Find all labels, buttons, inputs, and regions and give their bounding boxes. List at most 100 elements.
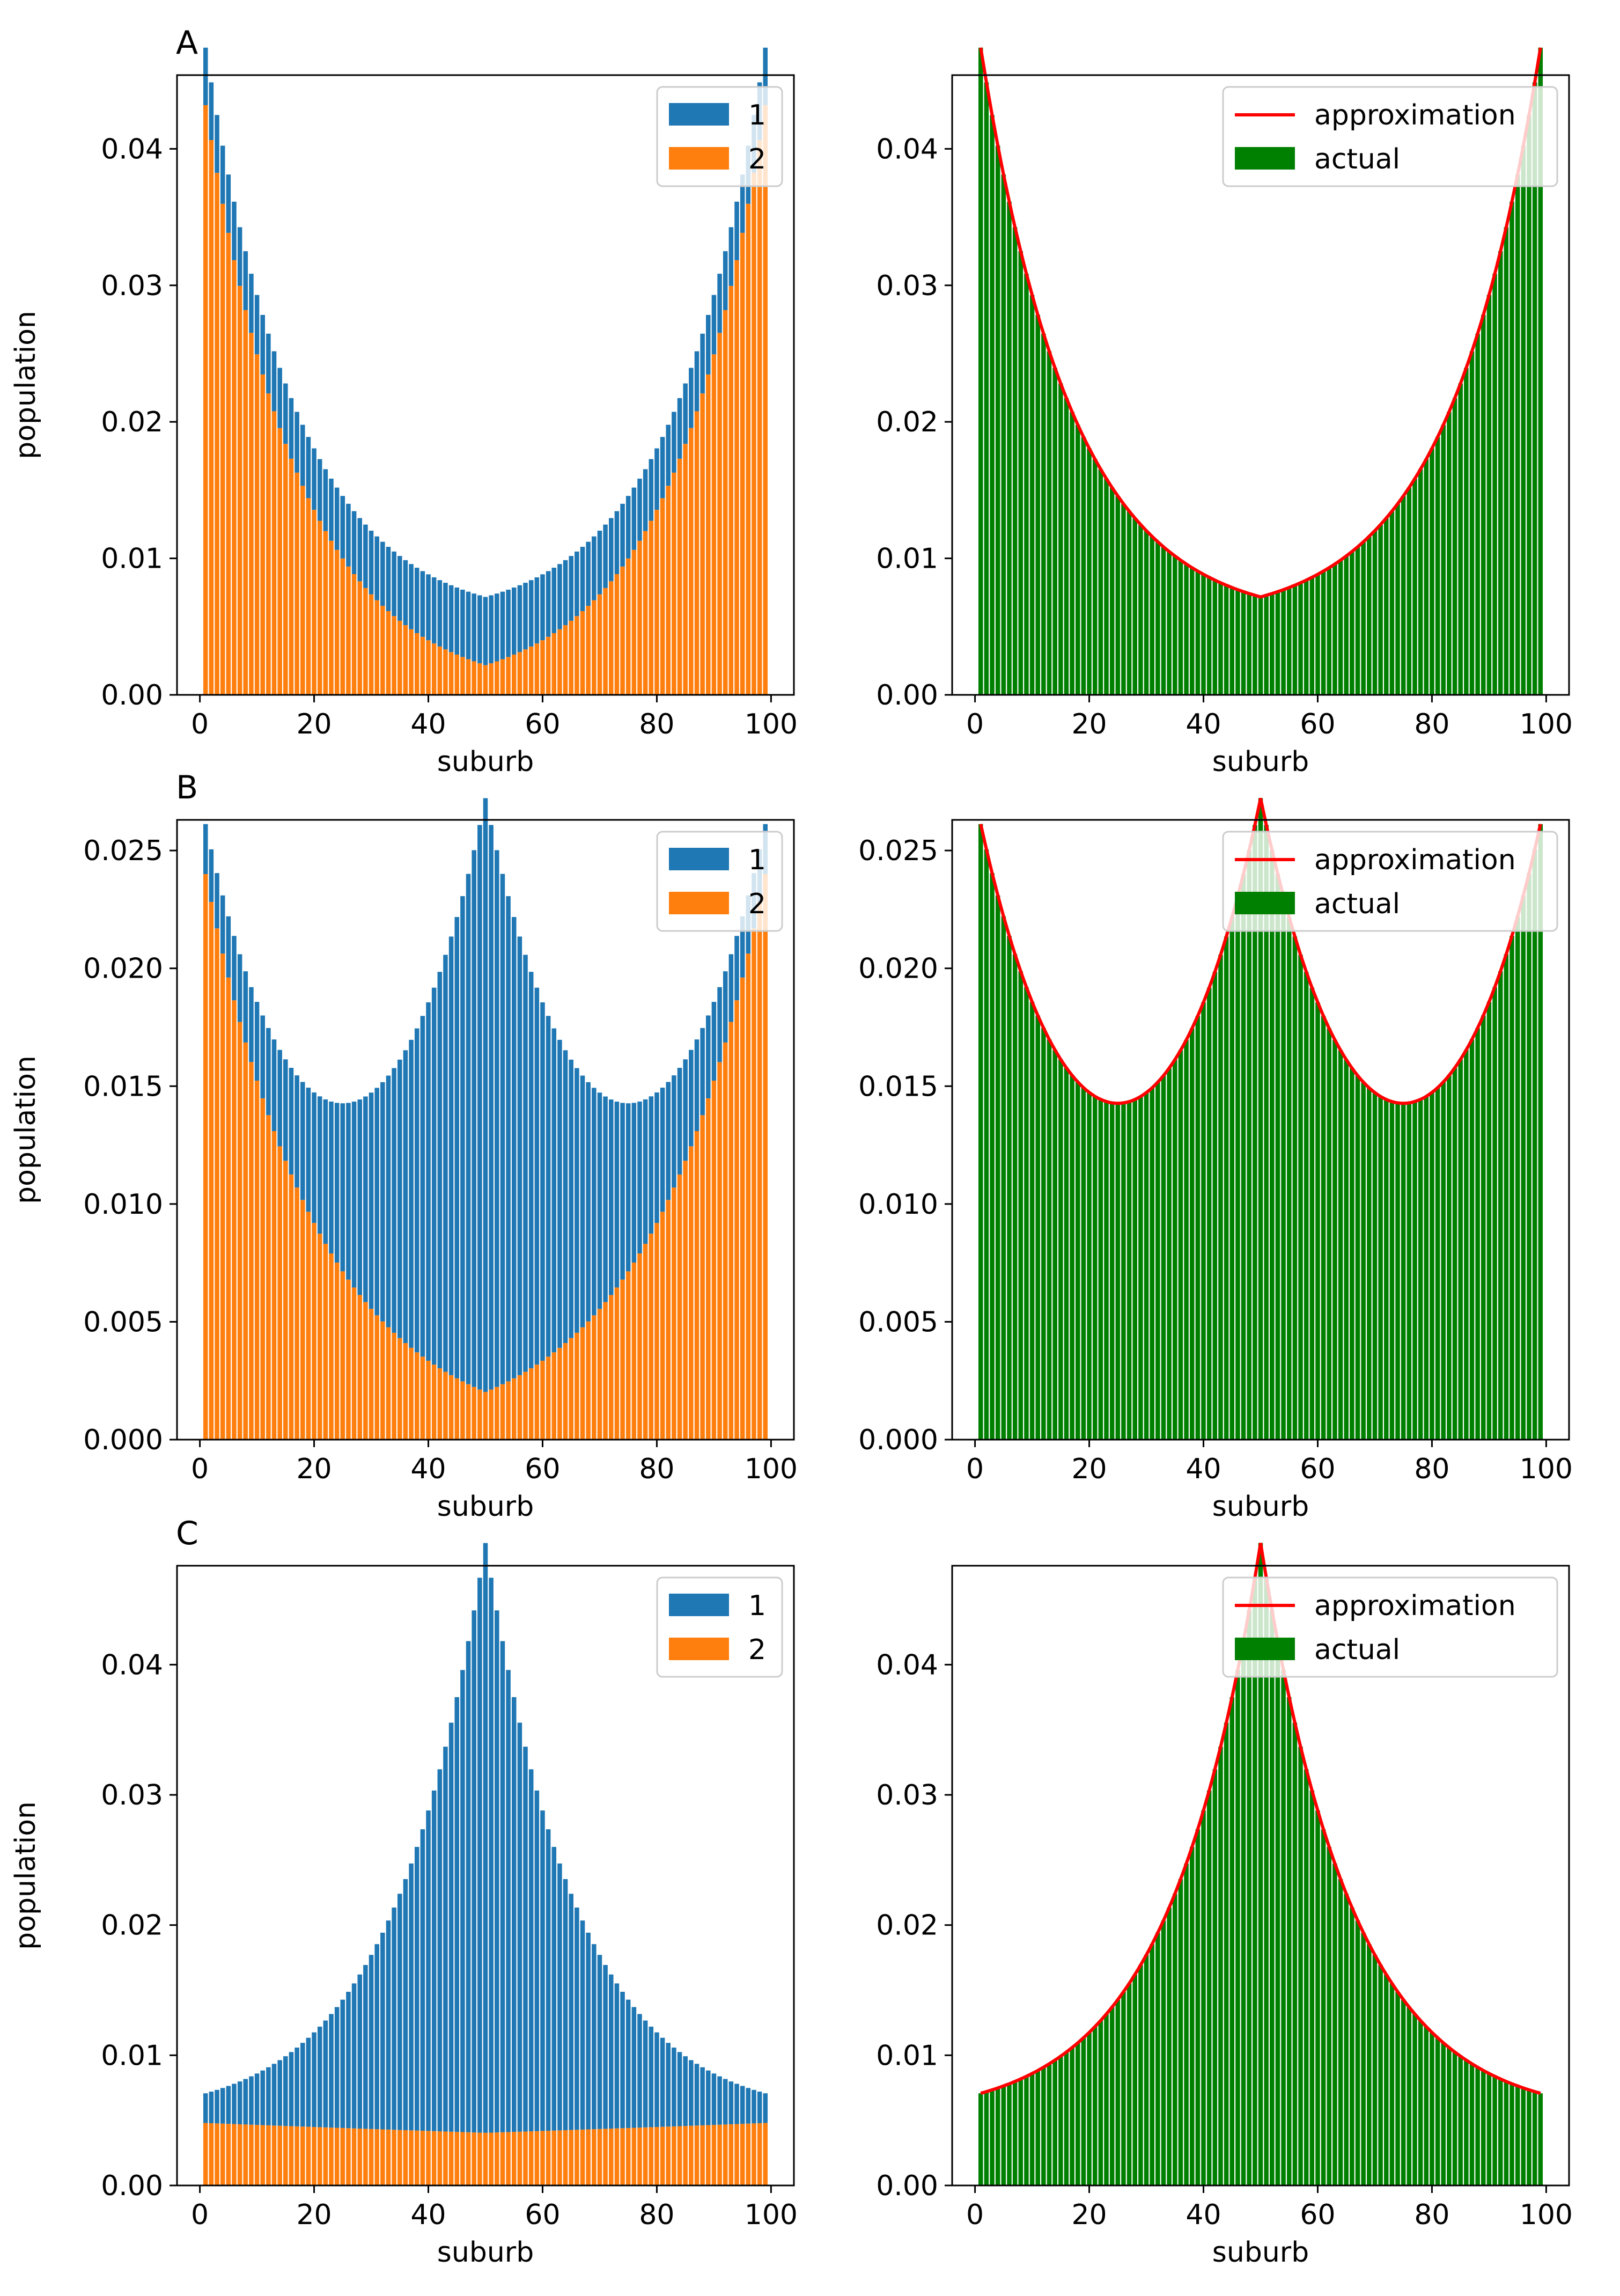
bar-group-1: [506, 1670, 511, 2132]
bar-group-1: [563, 1879, 568, 2130]
bar-actual: [1224, 585, 1229, 695]
bar-group-2: [706, 2125, 711, 2185]
bar-group-2: [254, 354, 260, 695]
bar-group-1: [357, 1974, 362, 2129]
bar-group-2: [706, 1098, 711, 1440]
bar-actual: [1464, 368, 1469, 695]
bar-actual: [1350, 1908, 1354, 2185]
bar-group-2: [300, 486, 305, 695]
x-tick-label: 0: [191, 708, 209, 740]
bar-group-2: [220, 2123, 225, 2185]
bar-actual: [1206, 577, 1212, 695]
bar-actual: [1532, 82, 1537, 695]
bar-actual: [1538, 2093, 1543, 2185]
legend-label-actual: actual: [1314, 143, 1400, 175]
bar-group-2: [654, 2127, 659, 2185]
bar-group-1: [209, 82, 214, 141]
bar-group-1: [534, 1790, 540, 2131]
bar-actual: [990, 115, 995, 695]
bar-group-1: [277, 368, 282, 428]
bar-group-1: [649, 2026, 654, 2128]
bar-actual: [1052, 1050, 1057, 1440]
bar-group-1: [575, 551, 579, 617]
bar-group-1: [620, 1103, 625, 1280]
bar-group-1: [420, 571, 425, 637]
bar-group-1: [506, 896, 511, 1382]
legend: approximation actual: [1222, 1576, 1558, 1678]
bar-group-2: [711, 2125, 717, 2185]
bar-group-1: [243, 251, 248, 310]
bar-actual: [1132, 518, 1137, 695]
bar-group-1: [597, 1955, 602, 2129]
bar-group-1: [511, 1697, 517, 2132]
bar-group-1: [283, 1059, 288, 1161]
bar-group-2: [226, 232, 231, 695]
bar-group-1: [643, 1099, 648, 1244]
bar-group-2: [334, 549, 340, 695]
bar-group-2: [752, 2123, 756, 2185]
bar-actual: [1189, 1847, 1195, 2185]
bar-group-2: [472, 661, 476, 695]
bar-group-2: [711, 1080, 717, 1440]
bar-group-1: [260, 2070, 265, 2125]
bar-group-2: [517, 652, 522, 695]
bar-group-2: [437, 1368, 443, 1440]
bar-actual: [1229, 917, 1235, 1440]
bar-group-2: [483, 665, 488, 695]
bar-group-1: [700, 2067, 705, 2125]
bar-group-1: [306, 1088, 311, 1212]
bar-group-1: [374, 1944, 379, 2130]
bar-group-2: [631, 2128, 637, 2185]
y-tick-label: 0.02: [101, 406, 163, 438]
bar-group-2: [609, 2129, 614, 2185]
bar-group-1: [517, 1722, 522, 2132]
bar-actual: [978, 824, 983, 1440]
x-tick-label: 20: [296, 2199, 332, 2231]
bar-group-2: [409, 629, 414, 695]
bar-group-1: [346, 1992, 351, 2129]
bar-group-1: [397, 1059, 402, 1338]
bar-group-2: [392, 2130, 396, 2185]
bar-group-1: [215, 873, 219, 929]
bar-group-2: [672, 1187, 676, 1440]
bar-group-1: [386, 1075, 391, 1327]
bar-group-2: [569, 2130, 573, 2185]
bar-actual: [1424, 459, 1429, 695]
bar-group-1: [443, 583, 448, 650]
bar-group-1: [717, 987, 722, 1062]
bar-group-2: [431, 1365, 437, 1440]
bar-group-2: [312, 1223, 316, 1440]
bar-group-1: [603, 1096, 608, 1302]
bar-group-1: [666, 2043, 671, 2127]
bar-group-1: [209, 2092, 214, 2123]
axes-frame: [951, 819, 1570, 1441]
bar-group-2: [426, 1360, 431, 1440]
bar-group-1: [723, 971, 728, 1043]
bar-actual: [1332, 564, 1337, 695]
legend: approximation actual: [1222, 86, 1558, 187]
bar-actual: [1418, 1099, 1423, 1440]
bar-actual: [1081, 1088, 1086, 1440]
bar-actual: [995, 895, 1000, 1440]
bar-actual: [1247, 1610, 1251, 2185]
bar-actual: [1378, 524, 1383, 695]
bar-group-2: [460, 2132, 465, 2185]
y-tick-label: 0.04: [101, 1649, 163, 1681]
bar-group-1: [511, 917, 517, 1378]
bar-group-1: [386, 1920, 391, 2130]
x-axis-label: suburb: [1212, 746, 1309, 778]
bar-group-2: [763, 105, 768, 695]
bar-group-1: [203, 824, 208, 875]
bar-group-1: [603, 524, 608, 588]
bar-actual: [1161, 1075, 1166, 1440]
bar-group-1: [643, 2020, 648, 2128]
bar-group-2: [289, 1174, 294, 1440]
bar-actual: [1452, 1068, 1457, 1440]
bar-group-2: [266, 2125, 271, 2185]
bar-actual: [1092, 2026, 1098, 2185]
legend: 12: [656, 1576, 783, 1678]
bar-group-1: [728, 954, 734, 1022]
bar-group-1: [397, 1894, 402, 2130]
bar-group-2: [586, 2129, 591, 2185]
y-tick-label: 0.03: [876, 270, 938, 302]
